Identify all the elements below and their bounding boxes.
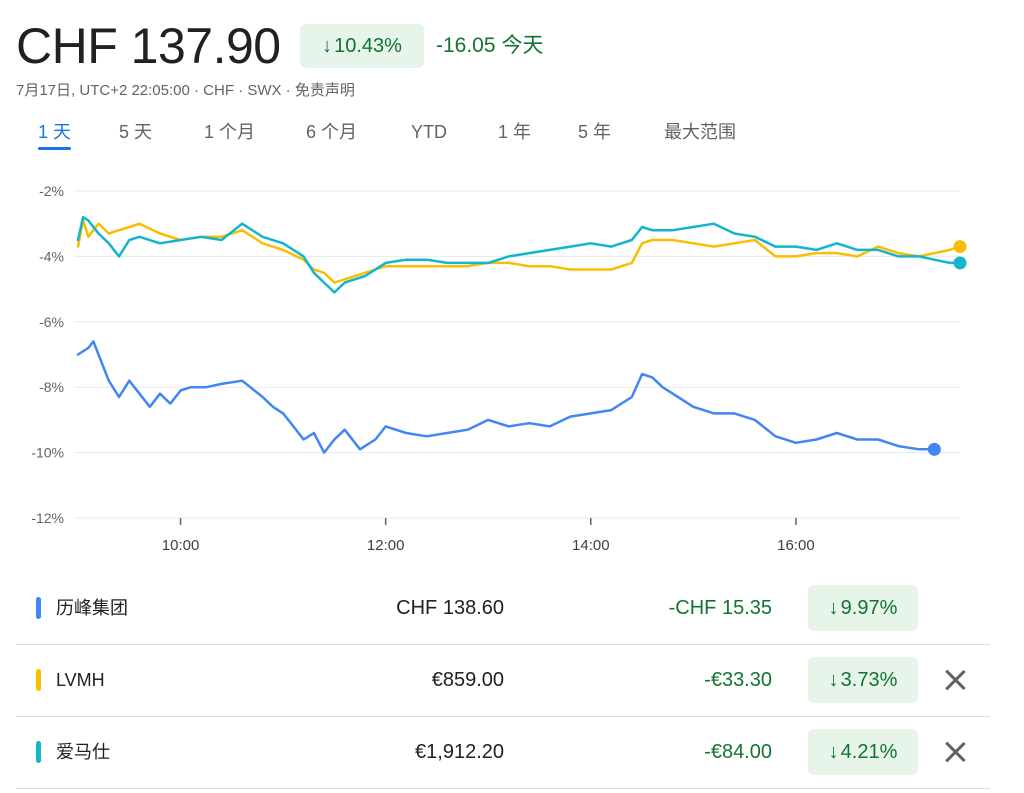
arrow-down-icon: ↓ <box>828 668 839 691</box>
arrow-down-icon: ↓ <box>828 740 839 763</box>
arrow-down-icon: ↓ <box>828 596 839 619</box>
tab-1m[interactable]: 1 个月 <box>204 122 256 142</box>
series-line <box>76 340 936 454</box>
tab-6m[interactable]: 6 个月 <box>306 122 358 142</box>
percent-change-badge: ↓ 10.43% <box>300 24 424 68</box>
row-price: €1,912.20 <box>415 741 504 763</box>
x-tick-label: 16:00 <box>777 537 815 554</box>
y-tick-label: -2% <box>39 183 64 199</box>
x-tick-label: 10:00 <box>162 537 200 554</box>
comparison-list: 历峰集团 CHF 138.60 -CHF 15.35 ↓ 9.97% LVMH €… <box>16 573 990 789</box>
row-change: -€33.30 <box>704 669 772 691</box>
series-end-dot <box>953 240 967 254</box>
row-percent: 3.73% <box>840 668 898 691</box>
row-percent-badge: ↓ 3.73% <box>808 657 918 703</box>
row-price: CHF 138.60 <box>396 597 504 619</box>
quote-subline: 7月17日, UTC+2 22:05:00 · CHF · SWX · 免责声明 <box>16 82 355 99</box>
row-name: LVMH <box>56 670 105 690</box>
tab-1d[interactable]: 1 天 <box>38 118 72 150</box>
row-percent: 9.97% <box>840 596 898 619</box>
tab-5y[interactable]: 5 年 <box>578 122 612 142</box>
remove-comparison-close-icon[interactable] <box>940 665 970 695</box>
y-tick-label: -4% <box>39 248 64 264</box>
arrow-down-icon: ↓ <box>322 34 333 57</box>
series-line <box>76 215 962 294</box>
series-end-dot <box>927 442 941 456</box>
tab-1y[interactable]: 1 年 <box>498 122 532 142</box>
series-swatch <box>36 741 41 763</box>
tab-5d[interactable]: 5 天 <box>119 122 153 142</box>
x-tick-label: 12:00 <box>367 537 405 554</box>
row-percent-badge: ↓ 4.21% <box>808 729 918 775</box>
series-line <box>76 219 962 284</box>
y-tick-label: -10% <box>31 445 64 461</box>
tab-max[interactable]: 最大范围 <box>664 122 736 142</box>
series-swatch <box>36 597 41 619</box>
row-percent-badge: ↓ 9.97% <box>808 585 918 631</box>
y-tick-label: -6% <box>39 314 64 330</box>
period-label: 今天 <box>501 34 544 57</box>
row-name: 历峰集团 <box>56 598 128 618</box>
comparison-row-hermes[interactable]: 爱马仕 €1,912.20 -€84.00 ↓ 4.21% <box>16 717 990 789</box>
series-swatch <box>36 669 41 691</box>
y-tick-label: -12% <box>31 510 64 526</box>
row-change: -CHF 15.35 <box>668 597 772 619</box>
row-percent: 4.21% <box>840 740 898 763</box>
absolute-change-value: -16.05 <box>436 34 496 57</box>
comparison-row-richemont[interactable]: 历峰集团 CHF 138.60 -CHF 15.35 ↓ 9.97% <box>16 573 990 645</box>
tab-ytd[interactable]: YTD <box>411 122 447 142</box>
row-change: -€84.00 <box>704 741 772 763</box>
comparison-line-chart[interactable]: -2% -4% -6% -8% -10% -12% 10:00 12:00 14:00 16:00 <box>0 170 1024 570</box>
absolute-change: -16.05 今天 <box>436 30 544 62</box>
remove-comparison-close-icon[interactable] <box>940 737 970 767</box>
row-name: 爱马仕 <box>56 742 110 762</box>
comparison-row-lvmh[interactable]: LVMH €859.00 -€33.30 ↓ 3.73% <box>16 645 990 717</box>
series-end-dot <box>953 256 967 270</box>
y-tick-label: -8% <box>39 379 64 395</box>
row-price: €859.00 <box>431 669 504 691</box>
current-price: CHF 137.90 <box>16 18 281 74</box>
x-tick-label: 14:00 <box>572 537 610 554</box>
percent-change-value: 10.43% <box>334 34 402 57</box>
